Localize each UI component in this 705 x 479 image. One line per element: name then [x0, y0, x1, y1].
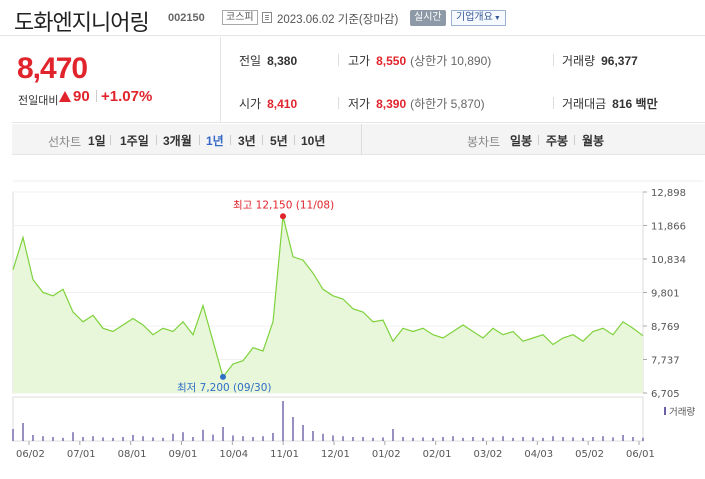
stat-prev-close: 전일 8,380 [239, 52, 297, 69]
price-chart[interactable]: 12,898 11,866 10,834 9,801 8,769 7,737 6,705 06… [0, 156, 705, 479]
tab-3year[interactable]: 3년 [238, 134, 256, 148]
x-tick-label: 09/01 [169, 449, 198, 460]
company-info-label: 기업개요 [456, 12, 493, 23]
change-label: 전일대비 [18, 95, 59, 107]
divider [199, 135, 200, 145]
divider [262, 135, 263, 145]
stat-label: 거래량 [562, 54, 596, 68]
y-tick-label: 10,834 [651, 255, 686, 266]
change-amount: 90 [73, 88, 90, 105]
x-tick-label: 06/02 [16, 449, 45, 460]
stat-label: 고가 [348, 54, 371, 68]
x-tick-label: 08/01 [118, 449, 147, 460]
stat-label: 전일 [239, 54, 262, 68]
x-tick-label: 11/01 [270, 449, 299, 460]
max-point [280, 213, 286, 220]
x-tick-label: 03/02 [474, 449, 503, 460]
up-arrow-icon [59, 91, 71, 102]
min-annotation: 최저 7,200 (09/30) [177, 382, 272, 394]
x-tick-label: 10/04 [219, 449, 248, 460]
company-name: 도화엔지니어링 [14, 10, 150, 35]
min-point [220, 373, 226, 380]
tab-weekly[interactable]: 주봉 [546, 134, 569, 148]
change-rate: +1.07% [101, 88, 153, 105]
stat-volume: 거래량 96,377 [562, 52, 638, 69]
market-badge: 코스피 [222, 10, 258, 25]
period-bar: 선차트 1일 1주일 3개월 1년 3년 5년 10년 봉차트 일봉 주봉 월봉 [12, 124, 705, 155]
x-tick-label: 07/01 [67, 449, 96, 460]
y-tick-label: 12,898 [651, 188, 686, 199]
price-area [13, 216, 643, 393]
tab-5year[interactable]: 5년 [270, 134, 288, 148]
realtime-button[interactable]: 실시간 [410, 10, 446, 26]
stat-value: 816 백만 [612, 97, 658, 111]
candle-chart-label: 봉차트 [467, 135, 501, 149]
stat-label: 거래대금 [562, 97, 607, 111]
upper-limit: (상한가 10,890) [410, 54, 492, 68]
x-tick-label: 05/02 [575, 449, 604, 460]
price-line [12, 216, 644, 379]
divider [538, 135, 539, 145]
company-info-button[interactable]: 기업개요▼ [451, 10, 506, 26]
stock-header: 도화엔지니어링 002150 코스피 2023.06.02 기준(장마감) 실시… [0, 0, 705, 36]
x-tick-label: 12/01 [321, 449, 350, 460]
divider [110, 135, 111, 145]
y-tick-label: 8,769 [651, 322, 680, 333]
volume-frame [12, 396, 644, 442]
divider [294, 135, 295, 145]
stat-value: 8,390 [376, 97, 407, 111]
max-annotation: 최고 12,150 (11/08) [233, 199, 334, 211]
current-price-block: 8,470 전일대비 90 +1.07% [12, 37, 221, 123]
divider [553, 97, 554, 109]
tab-daily[interactable]: 일봉 [510, 134, 533, 148]
volume-legend-swatch [664, 407, 666, 415]
document-icon[interactable] [262, 12, 272, 23]
tab-1year[interactable]: 1년 [206, 134, 224, 148]
stat-amount: 거래대금 816 백만 [562, 95, 658, 112]
divider [361, 124, 362, 155]
stat-value: 8,550 [376, 54, 407, 68]
x-tick-label: 02/01 [423, 449, 452, 460]
x-tick-label: 01/02 [372, 449, 401, 460]
y-tick-label: 11,866 [651, 221, 686, 232]
stat-low: 저가 8,390 (하한가 5,870) [348, 95, 485, 112]
lower-limit: (하한가 5,870) [410, 97, 485, 111]
x-tick-label: 06/01 [626, 449, 655, 460]
tab-10year[interactable]: 10년 [301, 134, 326, 148]
reference-date: 2023.06.02 기준(장마감) [277, 14, 399, 26]
current-price: 8,470 [17, 52, 88, 85]
y-tick-label: 9,801 [651, 289, 680, 300]
stat-open: 시가 8,410 [239, 95, 297, 112]
stat-high: 고가 8,550 (상한가 10,890) [348, 52, 491, 69]
y-tick-label: 6,705 [651, 389, 680, 400]
stat-label: 시가 [239, 97, 262, 111]
divider [574, 135, 575, 145]
tab-monthly[interactable]: 월봉 [582, 134, 605, 148]
stock-code: 002150 [168, 12, 205, 24]
volume-legend: 거래량 [669, 406, 695, 418]
stat-value: 96,377 [601, 54, 638, 68]
divider [338, 97, 339, 109]
divider [230, 135, 231, 145]
stat-value: 8,380 [267, 54, 298, 68]
stat-label: 저가 [348, 97, 371, 111]
divider [156, 135, 157, 145]
price-summary: 8,470 전일대비 90 +1.07% 전일 8,380 고가 8,550 (상한가… [12, 37, 705, 123]
divider [96, 90, 97, 102]
x-tick-label: 04/03 [524, 449, 553, 460]
price-chart-svg: 12,898 11,866 10,834 9,801 8,769 7,737 6,705 06… [12, 180, 703, 460]
y-tick-label: 7,737 [651, 356, 680, 367]
tab-1week[interactable]: 1주일 [120, 134, 149, 148]
tab-3month[interactable]: 3개월 [163, 134, 192, 148]
divider [338, 54, 339, 66]
stat-value: 8,410 [267, 97, 298, 111]
line-chart-label: 선차트 [48, 135, 82, 149]
divider [553, 54, 554, 66]
chevron-down-icon: ▼ [493, 15, 501, 22]
tab-1day[interactable]: 1일 [88, 134, 106, 148]
